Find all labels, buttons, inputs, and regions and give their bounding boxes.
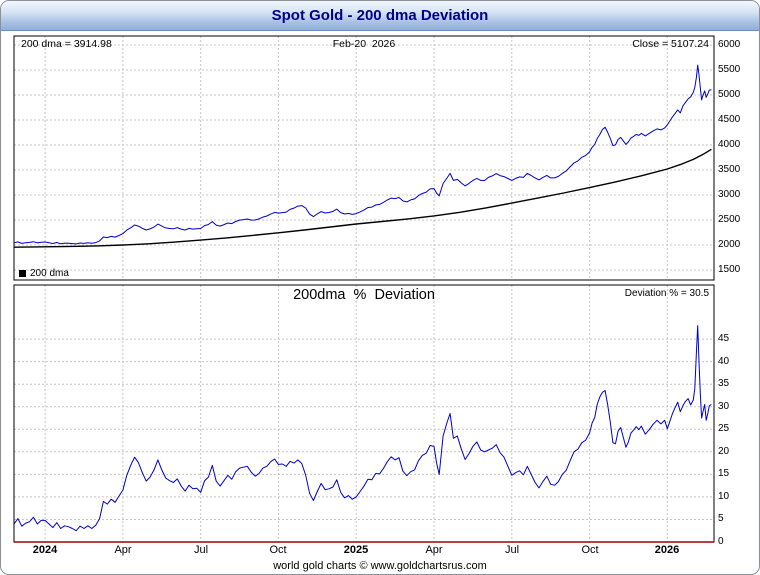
y-axis-tick-label: 40 [718, 356, 730, 367]
deviation-line [13, 325, 712, 532]
x-axis-tick-label: 2025 [343, 544, 369, 556]
dma-legend-swatch-icon [19, 270, 26, 277]
y-axis-tick-label: 20 [718, 446, 730, 457]
page-title: Spot Gold - 200 dma Deviation [271, 7, 489, 24]
x-axis-tick-label: Apr [114, 544, 132, 556]
titlebar: Spot Gold - 200 dma Deviation [1, 1, 759, 31]
y-axis-tick-label: 6000 [718, 39, 741, 50]
spot-gold-line [13, 64, 712, 245]
y-axis-tick-label: 30 [718, 401, 730, 412]
footer-credit: world gold charts © www.goldchartsrus.co… [273, 560, 487, 572]
x-axis-tick-label: Oct [581, 544, 599, 556]
y-axis-tick-label: 4000 [718, 139, 741, 150]
y-axis-tick-label: 5 [718, 513, 724, 524]
y-axis-tick-label: 3500 [718, 164, 741, 175]
chart-area: 200 dma = 3914.98 Feb-20 2026 Close = 51… [1, 31, 759, 559]
x-axis-tick-label: 2024 [32, 544, 58, 556]
x-axis-tick-label: Jul [504, 544, 520, 556]
x-axis-tick-label: 2026 [654, 544, 680, 556]
dma-value-label: 200 dma = 3914.98 [21, 38, 112, 50]
y-axis-tick-label: 2000 [718, 239, 741, 250]
time-axis-labels: 2024 Apr Jul Oct 2025 Apr Jul Oct 2026 [1, 544, 759, 559]
y-axis-tick-label: 0 [718, 536, 724, 547]
charts-svg [13, 35, 715, 543]
y-axis-tick-label: 45 [718, 333, 730, 344]
y-axis-tick-label: 3000 [718, 189, 741, 200]
deviation-value-label: Deviation % = 30.5 [624, 288, 709, 299]
close-value-label: Close = 5107.24 [632, 38, 709, 50]
date-label: Feb-20 2026 [332, 38, 396, 50]
x-axis-tick-label: Apr [425, 544, 443, 556]
200-dma-line [13, 148, 712, 248]
y-axis-tick-label: 5000 [718, 89, 741, 100]
x-axis-tick-label: Jul [193, 544, 209, 556]
y-axis-tick-label: 4500 [718, 114, 741, 125]
plot-frame [13, 35, 715, 281]
y-axis-tick-label: 5500 [718, 64, 741, 75]
y-axis-tick-label: 1500 [718, 264, 741, 275]
y-axis-tick-label: 2500 [718, 214, 741, 225]
y-axis-tick-label: 10 [718, 491, 730, 502]
y-axis-tick-label: 25 [718, 423, 730, 434]
dma-legend: 200 dma [19, 268, 69, 279]
dma-legend-label: 200 dma [30, 268, 69, 279]
x-axis-tick-label: Oct [269, 544, 287, 556]
y-axis-tick-label: 15 [718, 468, 730, 479]
y-axis-tick-label: 35 [718, 378, 730, 389]
deviation-chart-title: 200dma % Deviation [293, 287, 435, 303]
